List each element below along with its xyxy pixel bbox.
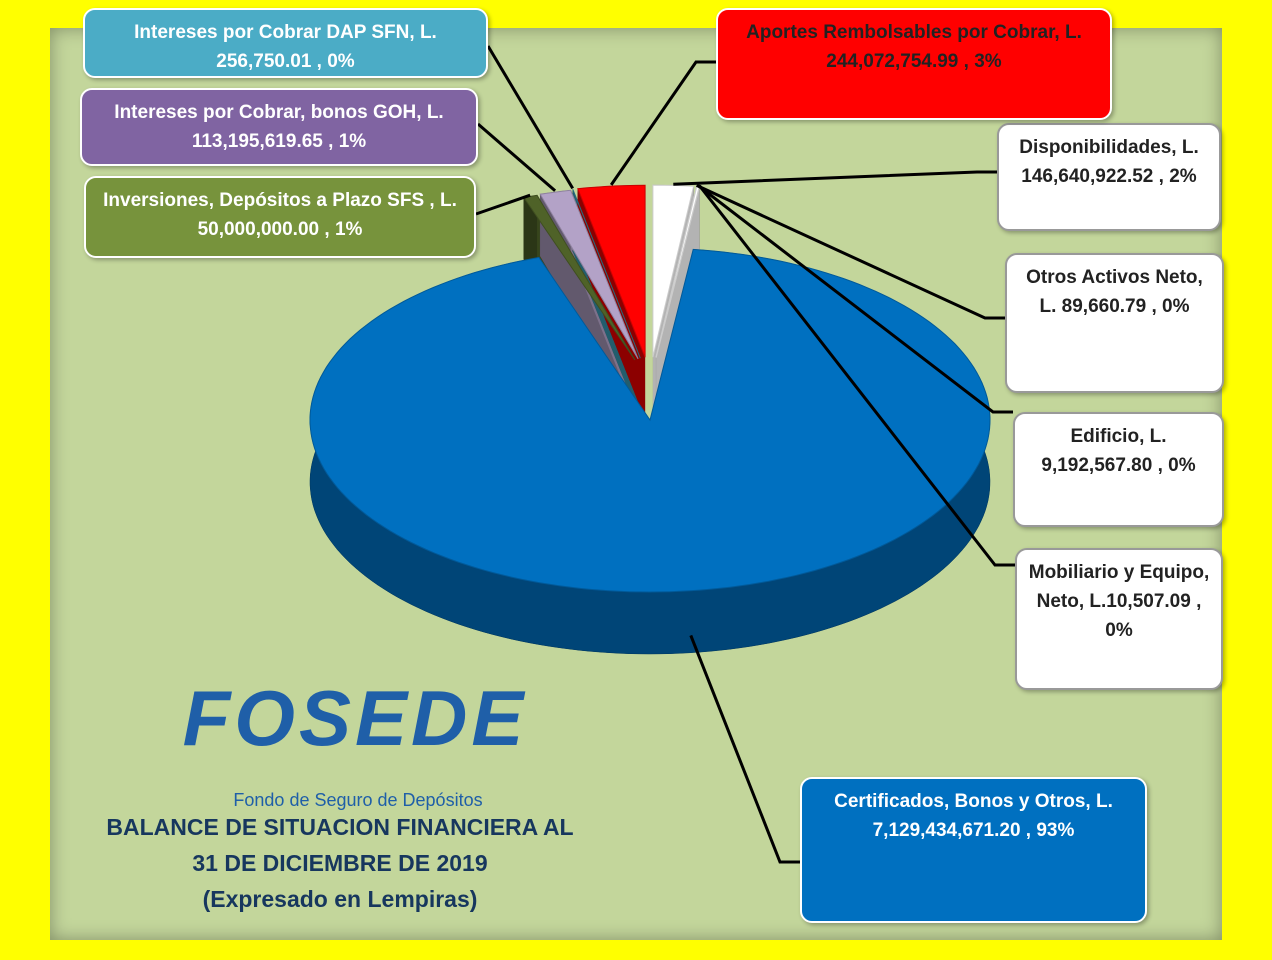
pie-slice [309, 248, 991, 593]
value-label: L.10,507.09 , [1089, 591, 1202, 612]
leader-line [695, 184, 1005, 320]
category-label: Edificio, [1070, 426, 1145, 447]
leader-line [689, 634, 800, 864]
category-label: Certificados, Bonos y Otros, [834, 791, 1091, 812]
value-label: L. 50,000,000.00 , [197, 190, 457, 240]
percent-label: 93% [1036, 820, 1075, 841]
category-label: Otros Activos Neto, [1026, 267, 1203, 288]
leader-line [673, 170, 997, 186]
value-label: L. 256,750.01 , [216, 22, 437, 72]
data-label: Intereses por Cobrar, bonos GOH, L. 113,… [80, 88, 478, 166]
percent-label: 1% [338, 131, 367, 152]
data-label: Otros Activos Neto, L. 89,660.79 , 0% [1005, 253, 1224, 393]
data-label: Inversiones, Depósitos a Plazo SFS , L. … [84, 176, 476, 258]
category-label: Intereses por Cobrar DAP SFN, [134, 22, 415, 43]
category-label: Aportes Rembolsables por Cobrar, [746, 22, 1060, 43]
data-label: Aportes Rembolsables por Cobrar, L. 244,… [716, 8, 1112, 120]
percent-label: 1% [334, 219, 363, 240]
value-label: L. 7,129,434,671.20 , [872, 791, 1113, 841]
logo-caption: Fondo de Seguro de Depósitos [233, 790, 482, 810]
leader-line [477, 122, 557, 192]
value-label: L. 89,660.79 , [1039, 296, 1157, 317]
pie-slice [572, 189, 641, 359]
percent-label: 3% [974, 51, 1002, 72]
percent-label: 0% [1162, 296, 1190, 317]
pie-slice [539, 189, 639, 360]
chart-note: (Expresado en Lempiras) [202, 886, 478, 912]
category-label: Intereses por Cobrar, bonos GOH, [114, 102, 422, 123]
percent-label: 0% [327, 51, 355, 72]
chart-title: BALANCE DE SITUACION FINANCIERA AL [106, 814, 574, 840]
data-label: Intereses por Cobrar DAP SFN, L. 256,750… [83, 8, 488, 78]
pie-slice [652, 184, 695, 358]
percent-label: 2% [1169, 166, 1197, 187]
pie-slice [577, 184, 646, 358]
value-label: L. 113,195,619.65 , [191, 102, 444, 152]
leader-line [475, 193, 531, 216]
category-label: Mobiliario y Equipo, Neto, [1028, 562, 1210, 612]
value-label: L. 244,072,754.99 , [826, 22, 1082, 72]
value-label: L. 9,192,567.80 , [1041, 426, 1167, 476]
leader-line [486, 45, 574, 190]
logo: FOSEDE [183, 674, 528, 762]
percent-label: 0% [1105, 620, 1133, 641]
chart-subtitle: 31 DE DICIEMBRE DE 2019 [192, 850, 488, 876]
leader-line [698, 184, 1015, 567]
category-label: Inversiones, Depósitos a Plazo SFS , [103, 190, 435, 211]
data-label: Disponibilidades, L. 146,640,922.52 , 2% [997, 123, 1221, 231]
data-label: Mobiliario y Equipo, Neto, L.10,507.09 ,… [1015, 548, 1223, 690]
leader-line [609, 60, 716, 186]
percent-label: 0% [1168, 455, 1196, 476]
value-label: L. 146,640,922.52 , [1021, 137, 1199, 187]
data-label: Certificados, Bonos y Otros, L. 7,129,43… [800, 777, 1147, 923]
data-label: Edificio, L. 9,192,567.80 , 0% [1013, 412, 1224, 527]
category-label: Disponibilidades, [1019, 137, 1177, 158]
leader-line [697, 184, 1013, 414]
